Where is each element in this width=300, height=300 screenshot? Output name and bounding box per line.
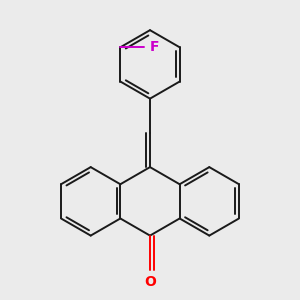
Text: O: O [144, 275, 156, 289]
Text: F: F [149, 40, 159, 54]
